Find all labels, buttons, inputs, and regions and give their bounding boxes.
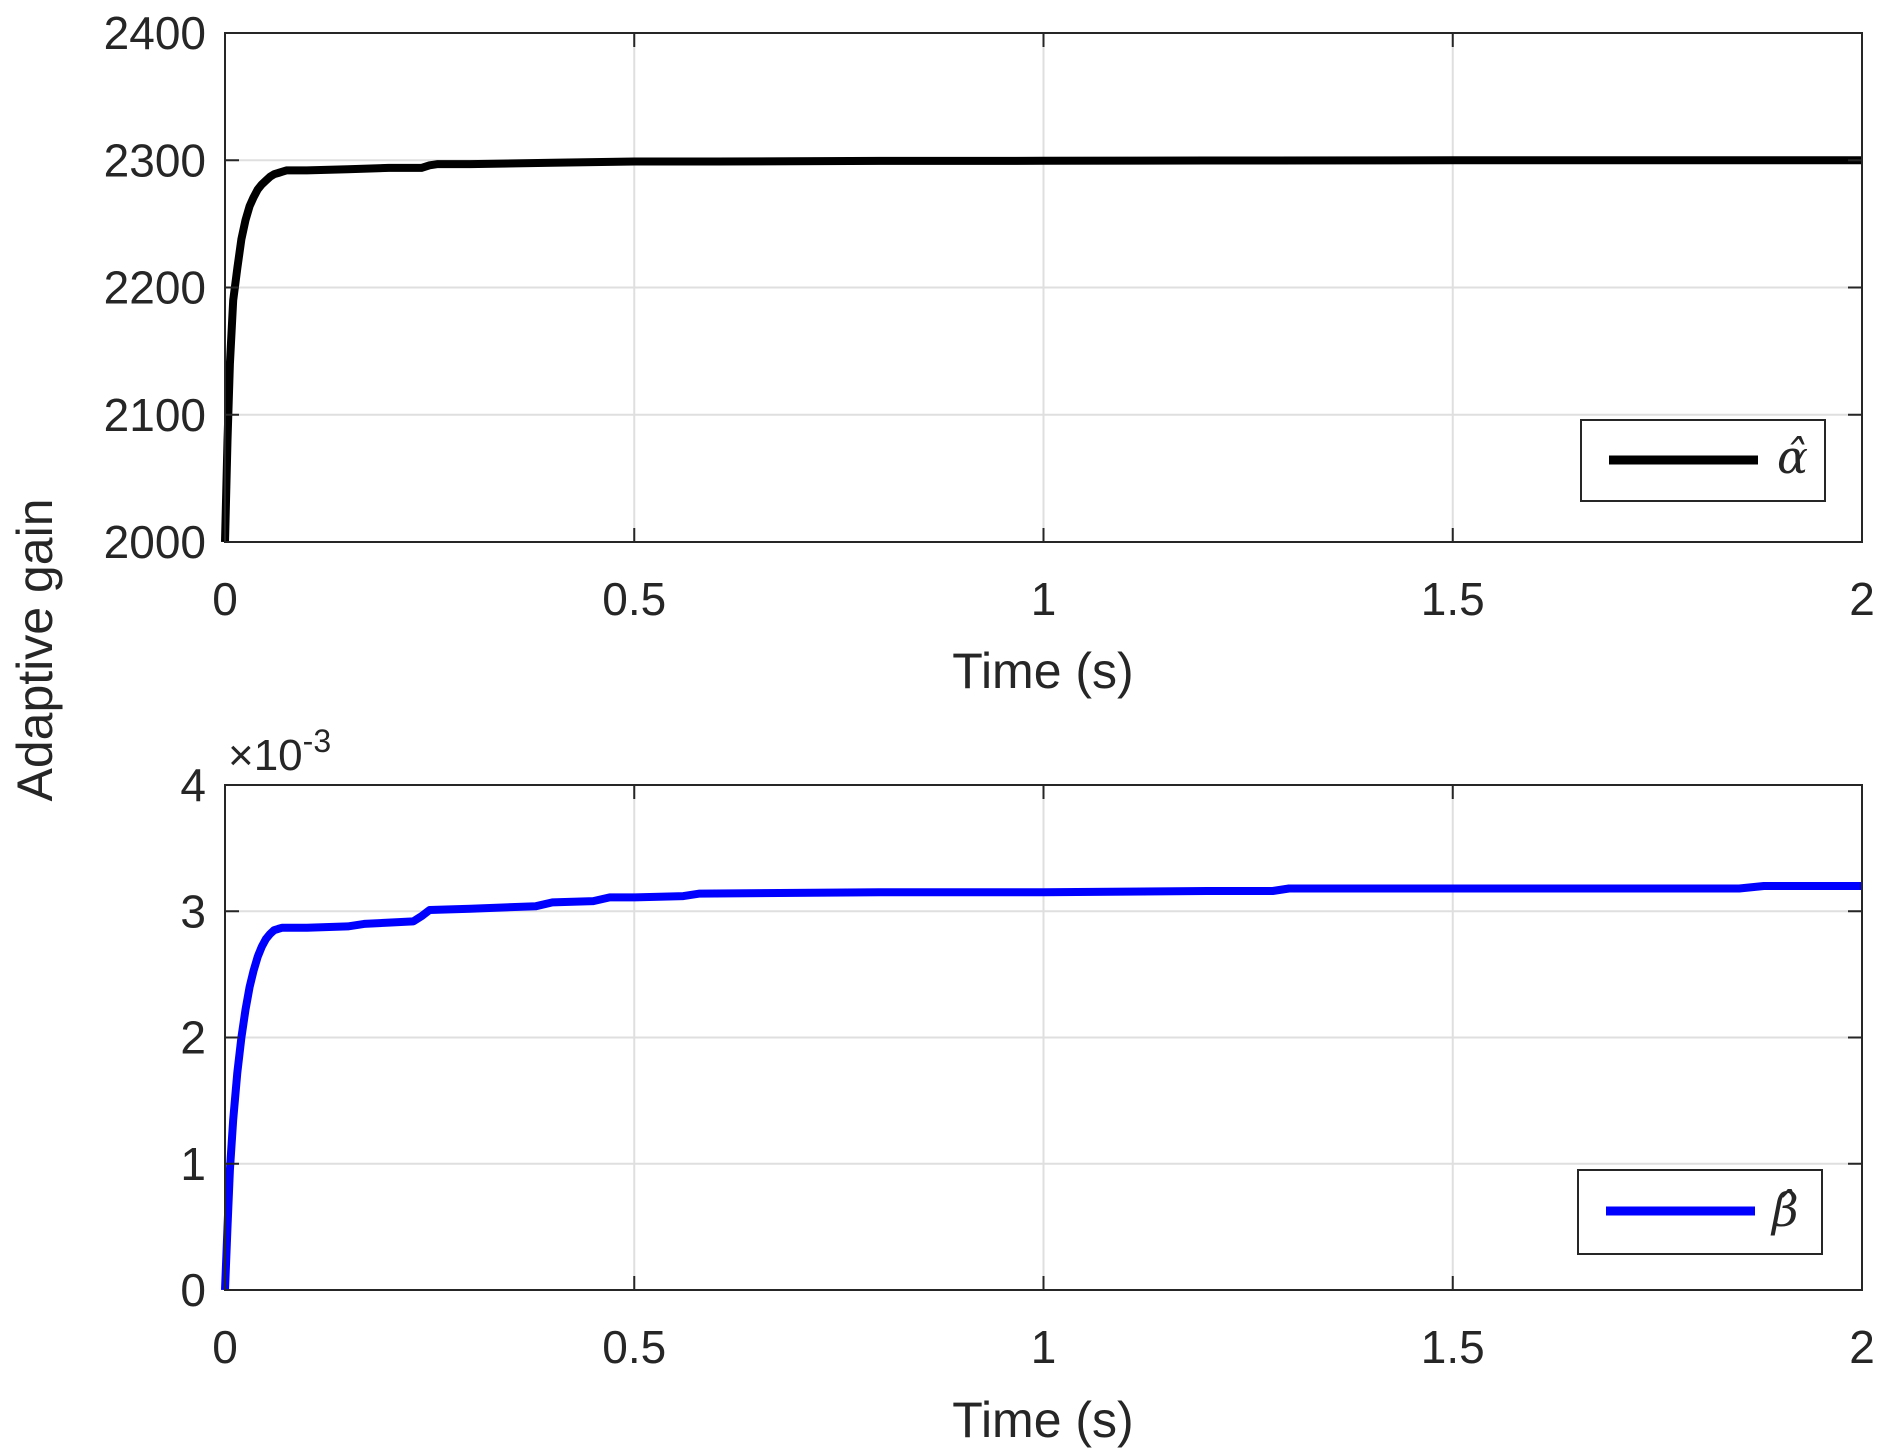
exponent-base: 10 [254,731,303,780]
y-tick-label: 0 [180,1264,206,1316]
x-tick-label: 1.5 [1421,1321,1485,1373]
exponent-power: -3 [303,723,331,759]
axes-bottom: ×10-3 0 0.5 1 1.5 2 0 1 2 3 4 Time (s) β… [180,723,1874,1448]
exponent-times: × [228,731,254,780]
x-tick-label: 2 [1849,1321,1875,1373]
y-tick-label: 2000 [104,516,206,568]
y-tick-label: 2200 [104,262,206,314]
y-exponent-label: ×10-3 [228,723,331,780]
legend-label-beta: β̂ [1770,1183,1799,1237]
series-bottom [221,882,1862,1291]
x-tick-label: 0.5 [602,573,666,625]
y-tick-label: 2300 [104,134,206,186]
y-tick-label: 2100 [104,389,206,441]
series-line-0 [221,882,1862,1291]
x-axis-label-bottom: Time (s) [952,1392,1133,1448]
legend-top: α̂ [1580,419,1826,502]
x-tick-labels-bottom: 0 0.5 1 1.5 2 [212,1321,1875,1373]
x-tick-label: 0 [212,573,238,625]
series-line-0 [221,156,1862,543]
x-tick-label: 0.5 [602,1321,666,1373]
y-tick-label: 3 [180,885,206,937]
y-tick-label: 4 [180,759,206,811]
x-tick-label: 0 [212,1321,238,1373]
series-top [221,156,1862,543]
shared-y-label: Adaptive gain [7,498,63,801]
y-tick-label: 1 [180,1138,206,1190]
x-axis-label-top: Time (s) [952,643,1133,699]
y-tick-label: 2 [180,1012,206,1064]
y-tick-labels-bottom: 0 1 2 3 4 [180,759,206,1316]
ticks-bottom [224,784,1863,1291]
x-tick-label: 1.5 [1421,573,1485,625]
axes-top: 0 0.5 1 1.5 2 2000 2100 2200 2300 2400 T… [104,7,1875,699]
legend-label-alpha: α̂ [1777,430,1808,484]
y-tick-labels-top: 2000 2100 2200 2300 2400 [104,7,206,568]
legend-bottom: β̂ [1577,1169,1823,1255]
x-tick-label: 1 [1031,1321,1057,1373]
x-tick-label: 2 [1849,573,1875,625]
x-tick-labels-top: 0 0.5 1 1.5 2 [212,573,1875,625]
ticks-top [224,32,1863,543]
x-tick-label: 1 [1031,573,1057,625]
y-tick-label: 2400 [104,7,206,59]
